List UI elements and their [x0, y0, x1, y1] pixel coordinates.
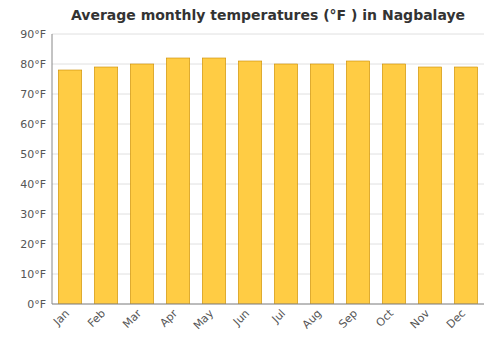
x-tick-label: Sep — [336, 307, 360, 331]
y-tick-label: 20°F — [20, 238, 46, 251]
grid-line — [52, 64, 484, 65]
x-tick-label: May — [191, 307, 217, 333]
title: Average monthly temperatures (°F ) in Na… — [71, 7, 465, 23]
y-tick-label: 80°F — [20, 58, 46, 71]
bar — [166, 58, 189, 304]
y-axis: 0°F 10°F 20°F 30°F 40°F 50°F 60°F 70°F 80°F 90°F — [20, 28, 46, 311]
bar — [238, 61, 261, 304]
y-tick-label: 40°F — [20, 178, 46, 191]
x-tick-label: Apr — [157, 307, 180, 330]
grid-line — [52, 304, 484, 305]
y-axis-line — [52, 34, 53, 304]
grid-line — [52, 34, 484, 35]
y-tick-label: 90°F — [20, 28, 46, 41]
x-tick-label: Feb — [85, 307, 108, 330]
x-tick-label: Aug — [300, 307, 324, 331]
bar — [454, 67, 477, 304]
y-tick-label: 30°F — [20, 208, 46, 221]
x-axis-line — [52, 304, 484, 305]
x-axis: Jan Feb Mar Apr May Jun Jul Aug Sep Oct Nov Dec — [50, 306, 468, 332]
bar — [418, 67, 441, 304]
y-tick-label: 70°F — [20, 88, 46, 101]
bar — [130, 64, 153, 304]
bars — [58, 58, 477, 304]
grid — [52, 34, 484, 304]
bar — [274, 64, 297, 304]
x-tick-label: Jan — [50, 307, 72, 329]
y-tick-label: 60°F — [20, 118, 46, 131]
chart: Average monthly temperatures (°F ) in Na… — [0, 0, 500, 350]
bar — [58, 70, 81, 304]
y-tick-label: 50°F — [20, 148, 46, 161]
x-tick-label: Nov — [408, 307, 433, 332]
bar — [310, 64, 333, 304]
bar — [346, 61, 369, 304]
x-tick-label: Jul — [269, 307, 288, 326]
x-tick-label: Dec — [444, 307, 468, 331]
bar — [94, 67, 117, 304]
y-tick-label: 0°F — [27, 298, 46, 311]
x-tick-label: Mar — [120, 307, 144, 331]
bar — [382, 64, 405, 304]
y-tick-label: 10°F — [20, 268, 46, 281]
bar — [202, 58, 225, 304]
x-tick-label: Jun — [230, 307, 252, 329]
chart-container: Average monthly temperatures (°F ) in Na… — [0, 0, 500, 350]
x-tick-label: Oct — [373, 306, 396, 329]
